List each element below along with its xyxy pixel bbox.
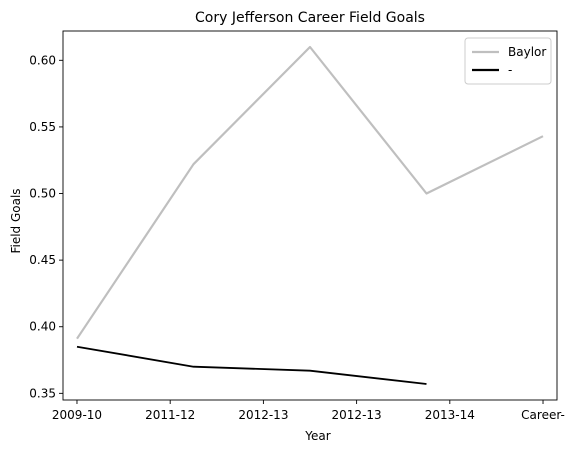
y-tick-label: 0.40 (29, 320, 56, 334)
y-axis-label: Field Goals (9, 188, 23, 253)
x-axis-label: Year (304, 429, 330, 443)
x-tick-label: 2009-10 (52, 408, 102, 422)
x-tick-label: Career- (521, 408, 565, 422)
y-tick-label: 0.55 (29, 120, 56, 134)
y-tick-label: 0.60 (29, 53, 56, 67)
legend-label: Baylor (508, 45, 546, 59)
y-tick-label: 0.50 (29, 187, 56, 201)
x-tick-label: 2011-12 (145, 408, 195, 422)
x-tick-label: 2012-13 (238, 408, 288, 422)
legend-box (464, 37, 552, 85)
chart-title: Cory Jefferson Career Field Goals (195, 10, 425, 26)
legend-label: - (508, 63, 512, 77)
series-line-1 (76, 45, 544, 340)
plot-area: 2009-10 2011-12 2012-13 2012-13 2013-14 Caree… (29, 30, 565, 422)
y-tick-label: 0.35 (29, 386, 56, 400)
series-line-2 (76, 345, 427, 385)
x-tick-label: 2013-14 (425, 408, 475, 422)
x-tick-label: 2012-13 (332, 408, 382, 422)
plot-frame (62, 30, 558, 401)
y-tick-label: 0.45 (29, 253, 56, 267)
